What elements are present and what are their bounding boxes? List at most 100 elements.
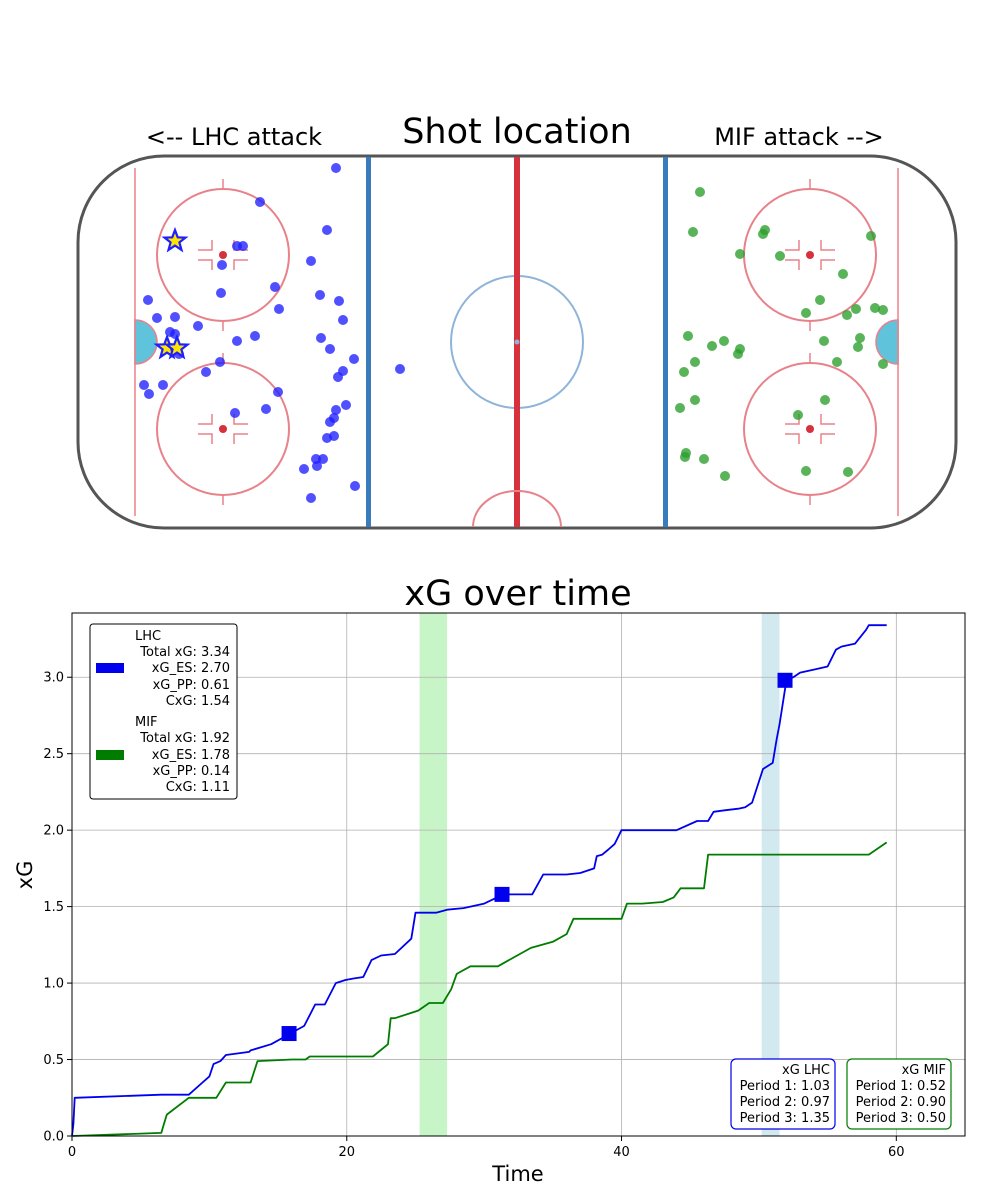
- lhc-shot-dot: [334, 296, 344, 306]
- lhc-shot-dot: [139, 380, 149, 390]
- lhc-goal-star: [163, 333, 191, 360]
- lhc-shot-dot: [329, 431, 339, 441]
- xg-chart-panel: xG over time 0 20 40 60 0.0 0.5 1.0 1.5 2.0 2.5 3.…: [13, 574, 966, 1186]
- lhc-shot-dot: [270, 282, 280, 292]
- mif-shot-dot: [820, 395, 830, 405]
- legend-lhc-total: Total xG: 3.34: [139, 645, 230, 660]
- lhc-shot-dot: [261, 404, 271, 414]
- legend-box: [89, 623, 238, 800]
- lhc-shot-dot: [322, 225, 332, 235]
- lhc-shot-dot: [170, 329, 180, 339]
- lhc-shot-dot: [250, 331, 260, 341]
- goal-marker: [494, 886, 510, 902]
- mif-shot-dot: [707, 341, 717, 351]
- faceoff-dot: [806, 251, 814, 259]
- mif-shot-dot: [690, 395, 700, 405]
- lhc-shot-dot: [238, 241, 248, 251]
- period-box-mif: [846, 1058, 952, 1130]
- rink-panel: Shot location <-- LHC attack MIF attack …: [76, 112, 958, 530]
- goal-markers: [281, 672, 793, 1042]
- series-line-mif: [71, 841, 888, 1137]
- chart-title: xG over time: [404, 574, 631, 614]
- mif-shot-dot: [680, 452, 690, 462]
- lhc-shot-dot: [341, 400, 351, 410]
- faceoff-dot: [219, 425, 227, 433]
- faceoff-dot: [219, 251, 227, 259]
- period-mif-p3: Period 3: 0.50: [856, 1111, 946, 1126]
- lhc-attack-label: <-- LHC attack: [146, 123, 322, 151]
- mif-shot-dot: [815, 295, 825, 305]
- lhc-shot-dot: [215, 357, 225, 367]
- lhc-shot-dot: [201, 367, 211, 377]
- legend-mif-cxg: CxG: 1.11: [166, 780, 230, 795]
- center-dot: [514, 339, 520, 345]
- mif-shot-dot: [719, 336, 729, 346]
- mif-shot-dot: [842, 310, 852, 320]
- lhc-shot-dot: [193, 321, 203, 331]
- legend-lhc-cxg: CxG: 1.54: [166, 694, 230, 709]
- mif-shot-dot: [853, 342, 863, 352]
- mif-shot-dot: [675, 403, 685, 413]
- highlight-span: [761, 613, 780, 1136]
- series-lines: [71, 624, 888, 1137]
- y-tick-label: 3.0: [43, 671, 64, 686]
- mif-shot-dot: [878, 305, 888, 315]
- lhc-shot-dot: [316, 333, 326, 343]
- mif-shot-dot: [688, 227, 698, 237]
- lhc-shot-dot: [158, 380, 168, 390]
- mif-shot-dot: [758, 229, 768, 239]
- lhc-shot-dot: [306, 493, 316, 503]
- lhc-goal-star: [161, 226, 189, 253]
- period-mif-p2: Period 2: 0.90: [856, 1095, 946, 1110]
- lhc-shot-dot: [338, 315, 348, 325]
- mif-shot-dot: [733, 349, 743, 359]
- mif-shot-dot: [720, 471, 730, 481]
- mif-shot-dot: [735, 249, 745, 259]
- y-tick-label: 2.5: [43, 747, 64, 762]
- mif-shot-dot: [832, 357, 842, 367]
- lhc-shot-dot: [333, 372, 343, 382]
- x-tick-label: 40: [613, 1145, 630, 1160]
- highlight-span: [419, 613, 448, 1136]
- mif-shot-dot: [801, 308, 811, 318]
- x-tick-label: 0: [68, 1145, 76, 1160]
- y-axis-label: xG: [13, 861, 37, 890]
- faceoff-dot: [806, 425, 814, 433]
- goal-marker: [777, 672, 793, 688]
- period-lhc-p2: Period 2: 0.97: [740, 1095, 830, 1110]
- period-lhc-title: xG LHC: [782, 1063, 830, 1078]
- lhc-shot-dot: [273, 387, 283, 397]
- mif-shot-dot: [855, 333, 865, 343]
- lhc-shot-dot: [306, 256, 316, 266]
- lhc-shot-dot: [232, 336, 242, 346]
- period-box-lhc: [730, 1058, 836, 1130]
- blue-line-left: [366, 157, 371, 527]
- crease-right: [875, 319, 899, 365]
- lhc-shot-dot: [331, 163, 341, 173]
- legend-lhc-pp: xG_PP: 0.61: [153, 678, 230, 693]
- lhc-shot-dot: [315, 290, 325, 300]
- y-tick-label: 1.0: [43, 977, 64, 992]
- legend-lhc-name: LHC: [135, 629, 161, 644]
- x-tick-label: 60: [888, 1145, 905, 1160]
- plot-frame: [71, 612, 966, 1137]
- lhc-shot-dot: [312, 461, 322, 471]
- mif-shot-dot: [775, 251, 785, 261]
- legend-mif-pp: xG_PP: 0.14: [153, 764, 230, 779]
- legend-swatch-lhc: [96, 663, 124, 673]
- lhc-shot-dot: [217, 260, 227, 270]
- mif-shot-dot: [866, 231, 876, 241]
- lhc-shot-dot: [325, 344, 335, 354]
- period-mif-p1: Period 1: 0.52: [856, 1079, 946, 1094]
- mif-attack-label: MIF attack -->: [714, 123, 884, 151]
- legend-swatch-mif: [96, 750, 124, 760]
- axis-ticks: 0 20 40 60 0.0 0.5 1.0 1.5 2.0 2.5 3.0: [43, 671, 904, 1160]
- period-mif-title: xG MIF: [902, 1063, 946, 1078]
- y-tick-label: 2.0: [43, 824, 64, 839]
- lhc-shot-dot: [349, 354, 359, 364]
- lhc-shot-dot: [170, 312, 180, 322]
- lhc-shot-dot: [274, 304, 284, 314]
- rink-title: Shot location: [402, 112, 632, 152]
- mif-shot-dot: [679, 367, 689, 377]
